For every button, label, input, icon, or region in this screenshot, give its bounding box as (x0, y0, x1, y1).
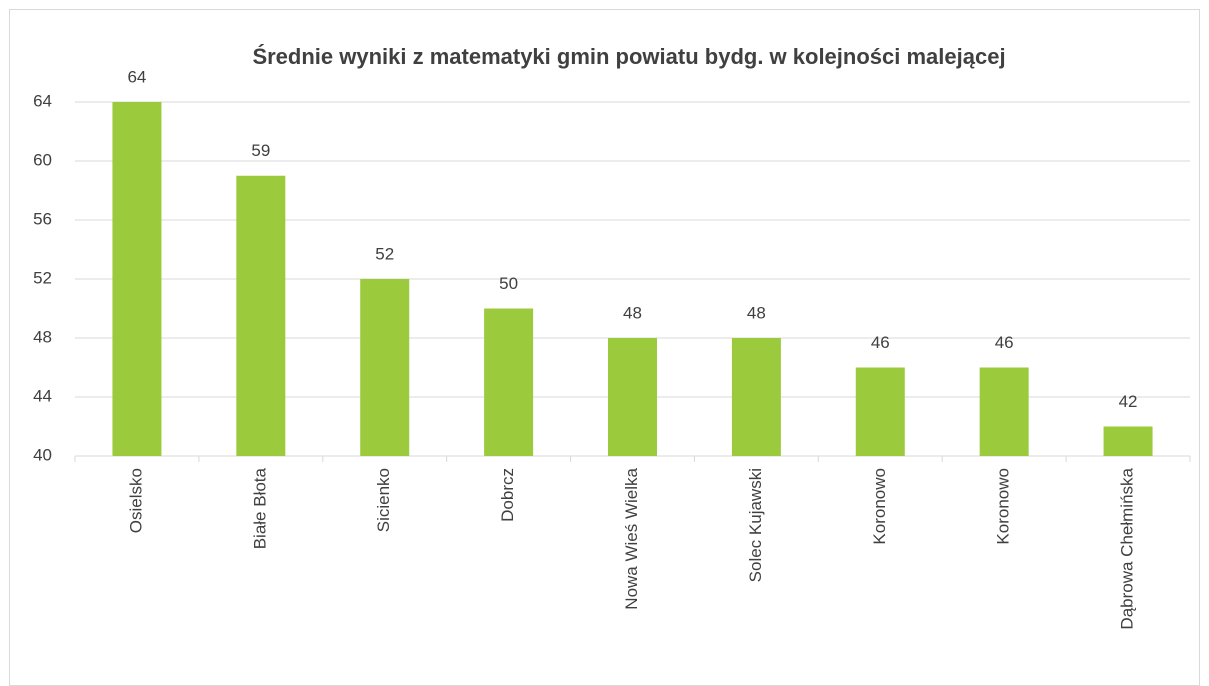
x-tick-label: Dąbrowa Chełmińska (1118, 467, 1137, 629)
x-tick-label: Białe Błota (250, 467, 269, 549)
y-tick-label: 60 (33, 150, 52, 169)
y-tick-label: 40 (33, 445, 52, 464)
bar (112, 102, 162, 456)
data-label: 50 (499, 274, 518, 293)
bar (1103, 426, 1153, 456)
data-label: 42 (1119, 392, 1138, 411)
bar (484, 308, 534, 456)
x-tick-label: Koronowo (870, 468, 889, 545)
data-label: 46 (871, 333, 890, 352)
y-tick-label: 44 (33, 386, 52, 405)
data-label: 48 (747, 303, 766, 322)
data-label: 64 (127, 67, 146, 86)
bar (360, 279, 410, 456)
chart-title: Średnie wyniki z matematyki gmin powiatu… (252, 44, 1005, 69)
y-tick-label: 52 (33, 268, 52, 287)
chart-border (9, 9, 1200, 686)
bar (855, 367, 905, 456)
bar (608, 338, 657, 456)
data-label: 48 (623, 303, 642, 322)
x-tick-label: Solec Kujawski (746, 468, 765, 582)
data-label: 52 (375, 244, 394, 263)
x-tick-label: Sicienko (374, 468, 393, 532)
y-tick-label: 64 (33, 91, 52, 110)
x-tick-label: Koronowo (994, 468, 1013, 545)
data-label: 59 (251, 141, 270, 160)
x-tick-label: Nowa Wieś Wielka (622, 467, 641, 609)
x-tick-label: Dobrcz (498, 468, 517, 522)
bar (731, 338, 781, 456)
bar (979, 367, 1029, 456)
x-tick-label: Osielsko (126, 468, 145, 533)
data-label: 46 (995, 333, 1014, 352)
y-tick-label: 48 (33, 327, 52, 346)
y-tick-label: 56 (33, 209, 52, 228)
bar (236, 175, 286, 456)
